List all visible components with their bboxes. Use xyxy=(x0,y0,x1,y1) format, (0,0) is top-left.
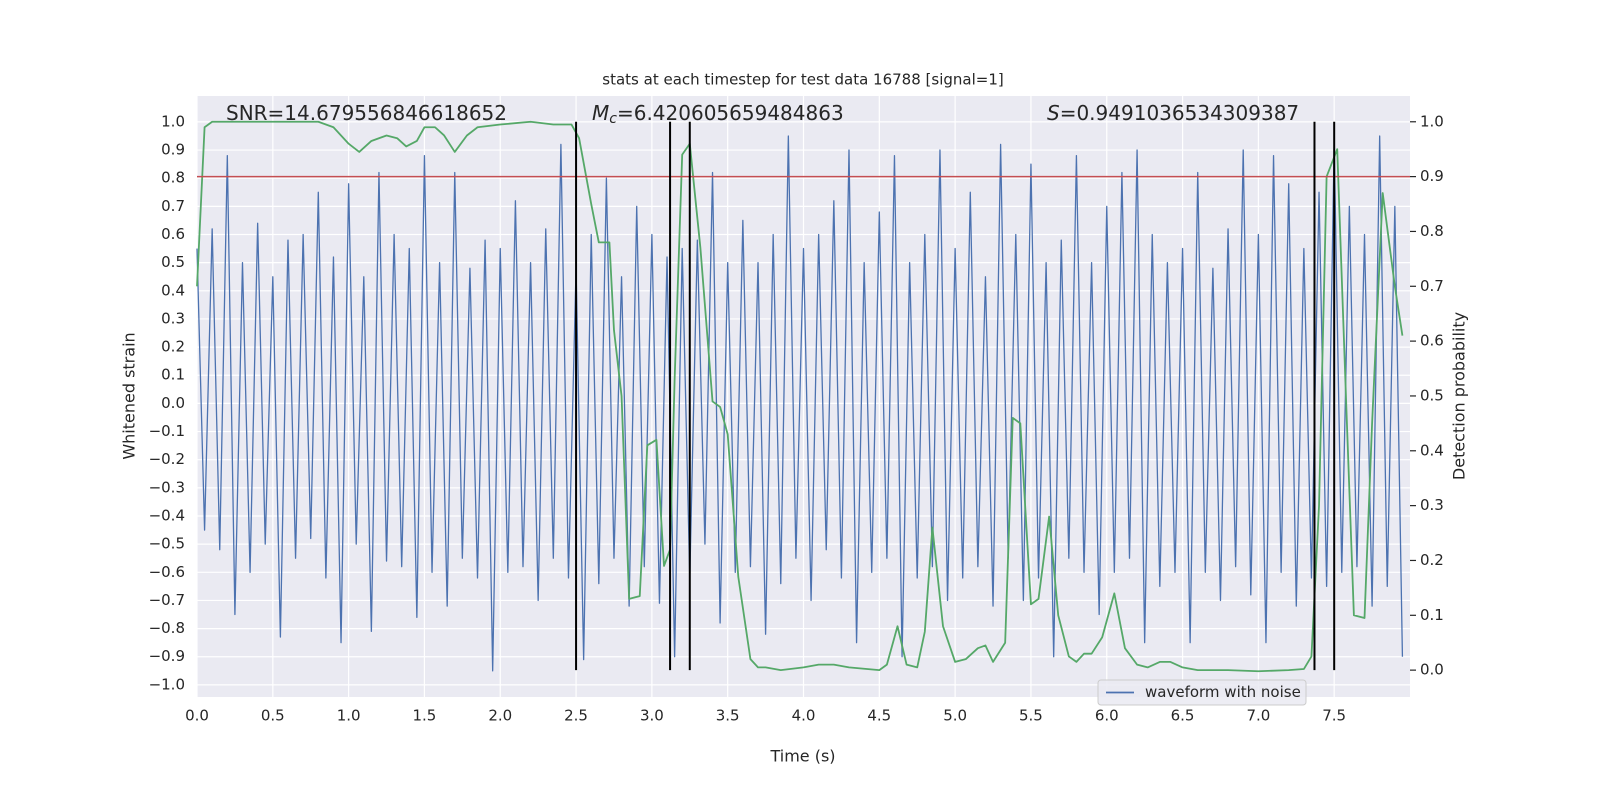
x-tick-label: 3.5 xyxy=(716,707,740,725)
y-tick-label: 0.7 xyxy=(161,197,185,215)
y-tick-label: −0.8 xyxy=(149,619,185,637)
y2-tick-label: 0.3 xyxy=(1420,496,1444,514)
annotation-text: =0.9491036534309387 xyxy=(1060,101,1299,125)
x-tick-label: 3.0 xyxy=(640,707,664,725)
y-tick-label: −0.7 xyxy=(149,591,185,609)
y-tick-label: −0.2 xyxy=(149,450,185,468)
annotation: SNR=14.679556846618652 xyxy=(226,101,507,125)
x-tick-label: 5.0 xyxy=(943,707,967,725)
x-tick-label: 4.0 xyxy=(792,707,816,725)
y-tick-label: −0.5 xyxy=(149,535,185,553)
y2-tick-label: 0.9 xyxy=(1420,167,1444,185)
y2-tick-label: 0.1 xyxy=(1420,606,1444,624)
annotation-symbol: M xyxy=(592,101,609,125)
y2-axis-label: Detection probability xyxy=(1450,312,1469,480)
x-tick-label: 5.5 xyxy=(1019,707,1043,725)
y-tick-label: −0.1 xyxy=(149,422,185,440)
legend-label: waveform with noise xyxy=(1145,683,1301,701)
x-tick-label: 0.5 xyxy=(261,707,285,725)
y2-tick-label: 0.2 xyxy=(1420,551,1444,569)
y2-tick-label: 0.6 xyxy=(1420,332,1444,350)
x-tick-label: 6.5 xyxy=(1171,707,1195,725)
x-tick-label: 0.0 xyxy=(185,707,209,725)
y-tick-label: 0.5 xyxy=(161,253,185,271)
annotation-text: SNR=14.679556846618652 xyxy=(226,101,507,125)
y-tick-label: 0.4 xyxy=(161,281,185,299)
y-tick-label: 0.3 xyxy=(161,309,185,327)
x-tick-label: 1.0 xyxy=(337,707,361,725)
y-tick-label: 0.2 xyxy=(161,338,185,356)
y-tick-label: 1.0 xyxy=(161,112,185,130)
y-tick-label: 0.1 xyxy=(161,366,185,384)
annotation-text: =6.420605659484863 xyxy=(617,101,844,125)
y-tick-label: −0.4 xyxy=(149,506,185,524)
x-tick-label: 2.0 xyxy=(488,707,512,725)
y-tick-label: −1.0 xyxy=(149,675,185,693)
labels: 0.0 0.5 1.0 1.5 2.0 2.5 3.0 3.5 4.0 4.5 5.0 5.5 6.0 6… xyxy=(149,101,1444,725)
annotation: Mc=6.420605659484863 xyxy=(592,101,844,128)
legend-box xyxy=(1097,679,1307,706)
y-axis-label: Whitened strain xyxy=(120,332,139,459)
x-tick-label: 7.0 xyxy=(1246,707,1270,725)
y-tick-label: −0.6 xyxy=(149,563,185,581)
y2-tick-label: 0.8 xyxy=(1420,222,1444,240)
y2-tick-label: 1.0 xyxy=(1420,112,1444,130)
annotation-subscript: c xyxy=(609,111,617,127)
y2-tick-label: 0.0 xyxy=(1420,661,1444,679)
y-tick-label: 0.6 xyxy=(161,225,185,243)
x-tick-label: 4.5 xyxy=(867,707,891,725)
y-tick-label: 0.0 xyxy=(161,394,185,412)
x-tick-label: 6.0 xyxy=(1095,707,1119,725)
y2-tick-label: 0.7 xyxy=(1420,277,1444,295)
x-tick-label: 2.5 xyxy=(564,707,588,725)
waveform-line xyxy=(196,135,1404,672)
annotation-symbol: S xyxy=(1047,101,1060,125)
y-tick-label: 0.9 xyxy=(161,141,185,159)
annotation: S=0.9491036534309387 xyxy=(1047,101,1299,125)
y-tick-label: −0.9 xyxy=(149,647,185,665)
x-tick-label: 7.5 xyxy=(1322,707,1346,725)
marks xyxy=(196,120,1410,673)
probability-line xyxy=(196,120,1404,673)
chart-title: stats at each timestep for test data 167… xyxy=(602,71,1003,89)
y2-tick-label: 0.5 xyxy=(1420,386,1444,404)
x-tick-label: 1.5 xyxy=(413,707,437,725)
y2-tick-label: 0.4 xyxy=(1420,441,1444,459)
y-tick-label: −0.3 xyxy=(149,478,185,496)
x-axis-label: Time (s) xyxy=(769,747,835,766)
y-tick-label: 0.8 xyxy=(161,169,185,187)
